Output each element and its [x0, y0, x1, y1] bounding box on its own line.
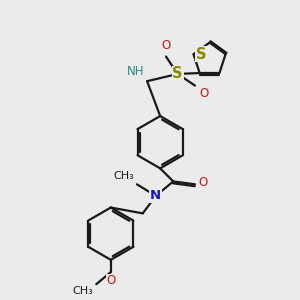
Text: S: S	[172, 66, 183, 81]
Text: S: S	[196, 47, 206, 62]
Text: O: O	[199, 176, 208, 189]
Text: NH: NH	[127, 65, 145, 78]
Text: CH₃: CH₃	[73, 286, 93, 296]
Text: O: O	[200, 87, 208, 100]
Text: O: O	[161, 39, 171, 52]
Text: O: O	[106, 274, 116, 287]
Text: CH₃: CH₃	[113, 171, 134, 181]
Text: N: N	[150, 189, 161, 203]
